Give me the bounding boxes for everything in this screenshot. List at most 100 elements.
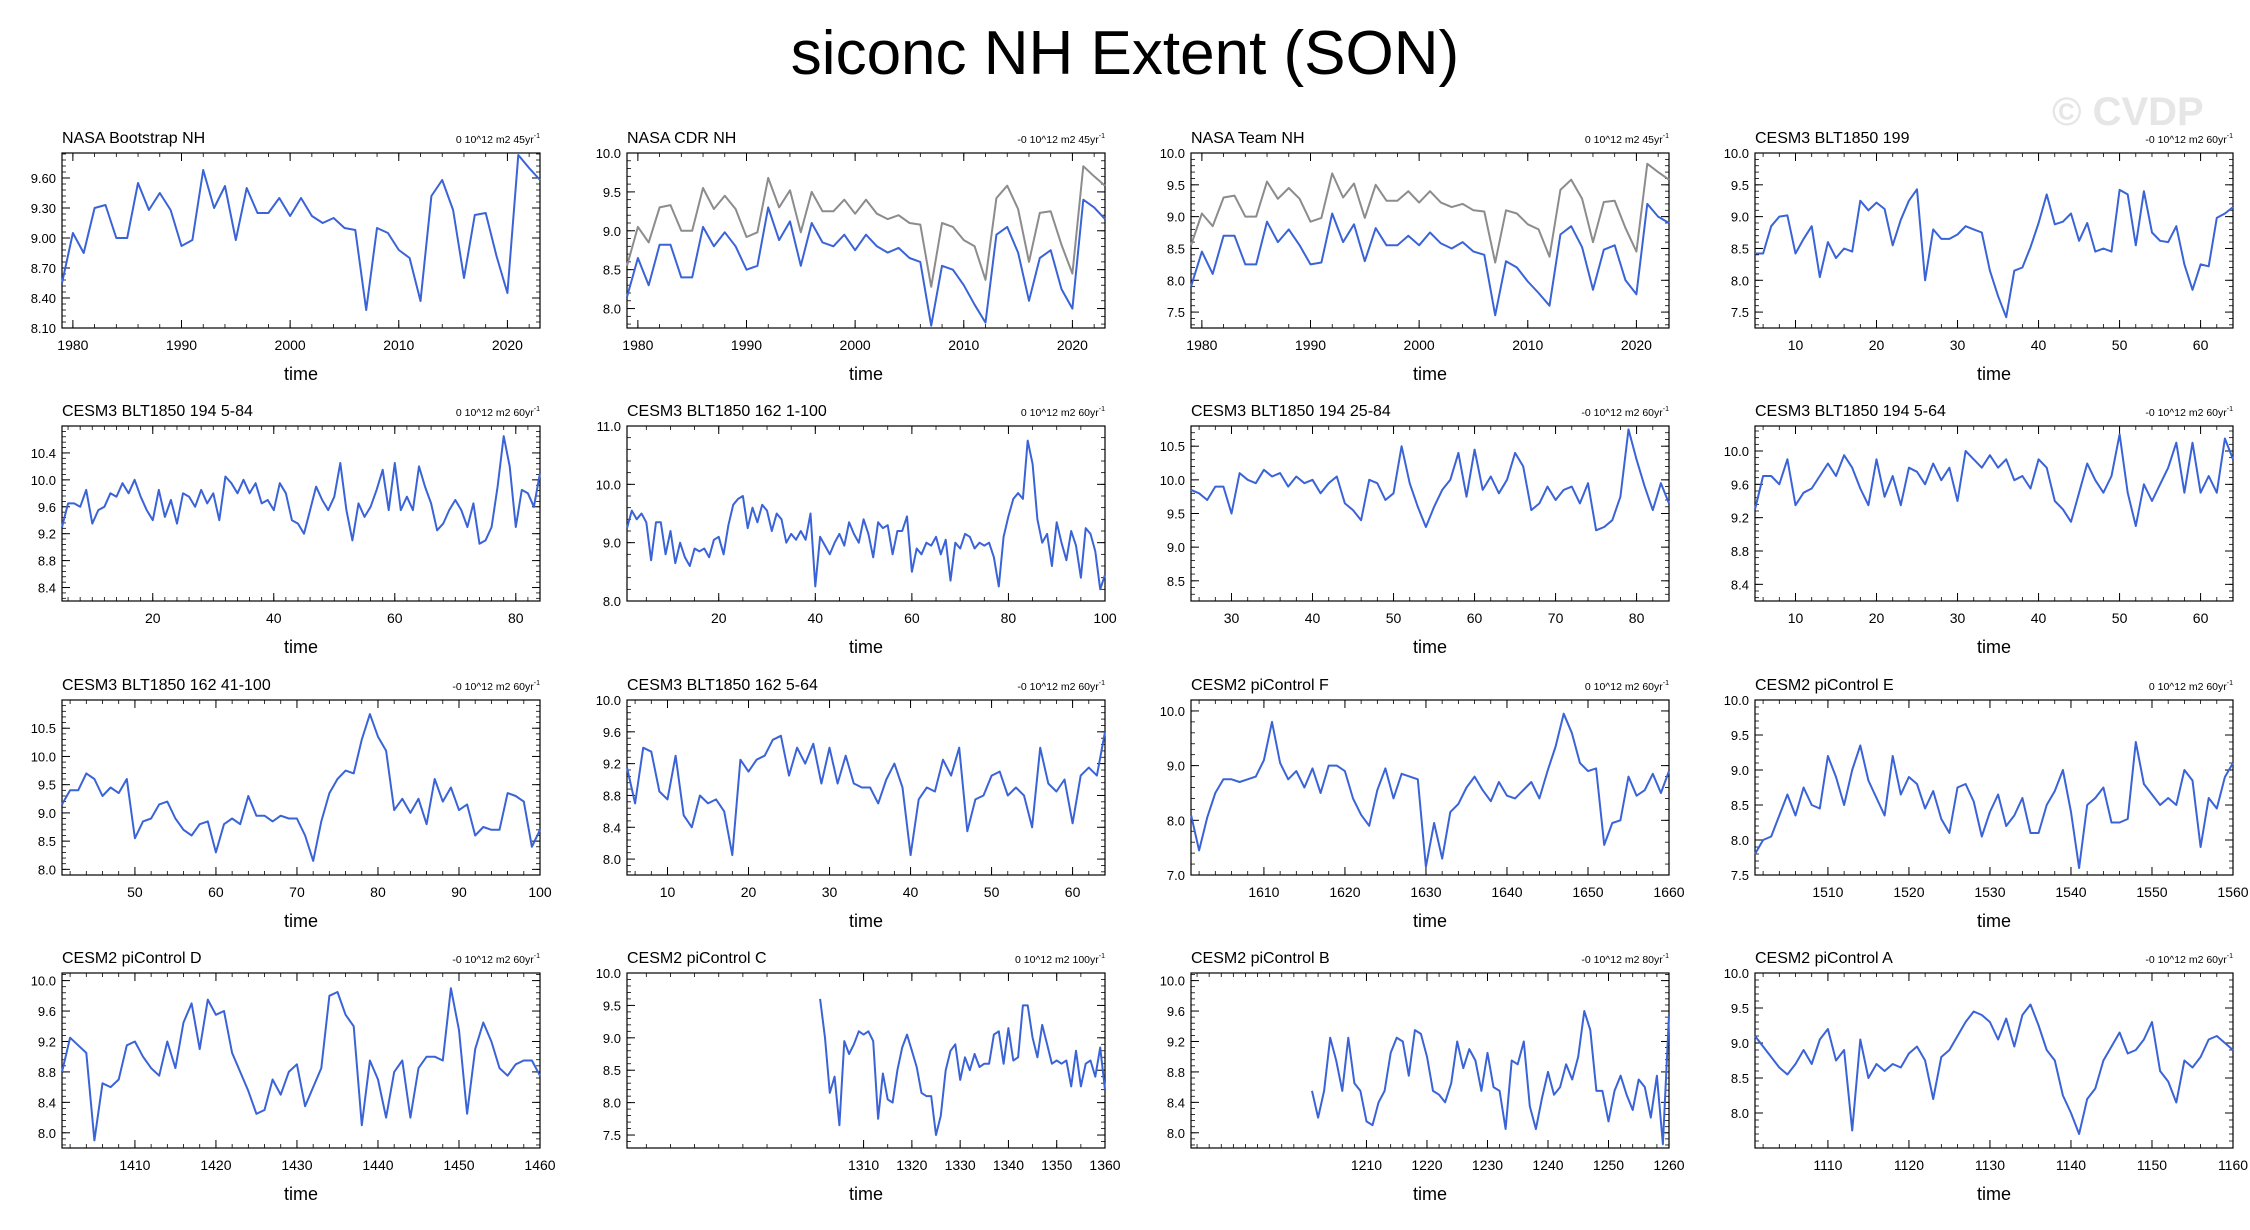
y-tick-label: 7.0 [1167, 868, 1185, 883]
x-tick-label: 1980 [622, 337, 653, 353]
y-tick-label: 9.2 [1167, 1034, 1185, 1049]
x-tick-label: 10 [660, 884, 676, 900]
y-tick-label: 8.0 [1731, 273, 1749, 288]
series-line [1190, 712, 1670, 868]
y-tick-label: 9.0 [1167, 540, 1185, 555]
y-tick-label: 10.0 [596, 693, 621, 708]
series-line [61, 435, 541, 545]
x-tick-label: 40 [903, 884, 919, 900]
x-axis-label: time [849, 911, 883, 931]
y-tick-label: 7.5 [603, 1128, 621, 1143]
x-tick-label: 2020 [1621, 337, 1652, 353]
x-axis-label: time [1413, 637, 1447, 657]
panel-title: CESM3 BLT1850 162 1-100 [627, 403, 827, 420]
plot-frame [626, 972, 1106, 1149]
x-tick-label: 1260 [1653, 1157, 1684, 1173]
x-tick-label: 60 [2193, 610, 2209, 626]
chart-panel: CESM3 BLT1850 194 5-84 0 10^12 m2 60yr-1 t… [31, 403, 541, 657]
y-tick-label: 8.8 [38, 554, 56, 569]
y-tick-label: 9.5 [1731, 728, 1749, 743]
y-tick-label: 10.0 [1724, 966, 1749, 981]
x-tick-label: 1450 [443, 1157, 474, 1173]
y-tick-label: 9.0 [603, 224, 621, 239]
x-tick-label: 1140 [2056, 1157, 2086, 1173]
x-tick-label: 50 [127, 884, 143, 900]
panel-title: CESM2 piControl B [1191, 950, 1330, 967]
y-tick-label: 8.4 [1167, 1095, 1185, 1110]
y-tick-label: 8.10 [31, 321, 56, 336]
panel-title: CESM2 piControl D [62, 950, 202, 967]
x-tick-label: 1230 [1472, 1157, 1503, 1173]
chart-panel: NASA Bootstrap NH 0 10^12 m2 45yr-1 time 19… [31, 130, 541, 384]
y-tick-label: 10.0 [1160, 473, 1185, 488]
x-tick-label: 30 [822, 884, 838, 900]
y-tick-label: 9.00 [31, 231, 56, 246]
y-tick-label: 8.0 [1731, 1106, 1749, 1121]
trend-label: 0 10^12 m2 60yr-1 [456, 406, 540, 419]
x-tick-label: 1540 [2055, 884, 2086, 900]
x-tick-label: 60 [1467, 610, 1483, 626]
series-line [61, 154, 541, 311]
x-tick-label: 40 [1305, 610, 1321, 626]
y-tick-label: 11.0 [597, 419, 621, 434]
y-tick-label: 8.4 [1731, 577, 1749, 592]
x-tick-label: 2010 [383, 337, 414, 353]
x-tick-label: 20 [145, 610, 161, 626]
x-tick-label: 20 [741, 884, 757, 900]
x-tick-label: 30 [1950, 337, 1966, 353]
panel-title: CESM3 BLT1850 162 41-100 [62, 677, 271, 694]
chart-panel: CESM2 piControl F 0 10^12 m2 60yr-1 time 16… [1160, 677, 1685, 931]
x-tick-label: 1240 [1532, 1157, 1563, 1173]
chart-panel: NASA Team NH 0 10^12 m2 45yr-1 time 1980 199… [1160, 130, 1670, 384]
y-tick-label: 10.0 [31, 749, 56, 764]
y-tick-label: 10.5 [31, 721, 56, 736]
x-tick-label: 1980 [57, 337, 88, 353]
plot-frame [1190, 425, 1670, 602]
y-tick-label: 9.0 [603, 1031, 621, 1046]
y-tick-label: 9.2 [38, 527, 56, 542]
x-tick-label: 100 [528, 884, 552, 900]
x-tick-label: 1210 [1351, 1157, 1382, 1173]
panel-title: CESM2 piControl F [1191, 677, 1329, 694]
x-tick-label: 1120 [1894, 1157, 1924, 1173]
x-tick-label: 1160 [2218, 1157, 2248, 1173]
chart-panel: CESM3 BLT1850 194 25-84 -0 10^12 m2 60yr-… [1160, 403, 1670, 657]
y-tick-label: 9.0 [1731, 210, 1749, 225]
y-tick-label: 8.5 [603, 1063, 621, 1078]
series-line [1754, 1003, 2234, 1135]
x-tick-label: 100 [1093, 610, 1117, 626]
x-axis-label: time [284, 1184, 318, 1204]
x-tick-label: 1410 [119, 1157, 150, 1173]
x-tick-label: 80 [370, 884, 386, 900]
x-tick-label: 1550 [2136, 884, 2167, 900]
y-tick-label: 8.5 [1731, 241, 1749, 256]
y-tick-label: 8.5 [603, 263, 621, 278]
x-axis-label: time [284, 364, 318, 384]
x-tick-label: 1130 [1975, 1157, 2005, 1173]
y-tick-label: 8.0 [1167, 813, 1185, 828]
plot-frame [626, 152, 1106, 329]
y-tick-label: 10.0 [1160, 704, 1185, 719]
chart-panel: NASA CDR NH -0 10^12 m2 45yr-1 time 1980 199… [596, 130, 1106, 384]
chart-panel: CESM3 BLT1850 162 41-100 -0 10^12 m2 60yr… [31, 677, 552, 931]
x-tick-label: 1990 [166, 337, 197, 353]
trend-label: -0 10^12 m2 60yr-1 [2145, 406, 2233, 419]
series-line [1190, 428, 1670, 532]
x-axis-label: time [1977, 637, 2011, 657]
x-axis-label: time [1977, 911, 2011, 931]
series-line [1754, 741, 2234, 869]
y-tick-label: 9.2 [1731, 511, 1749, 526]
trend-label: -0 10^12 m2 60yr-1 [452, 953, 540, 966]
chart-panel: CESM3 BLT1850 199 -0 10^12 m2 60yr-1 time 1… [1724, 130, 2234, 384]
x-tick-label: 80 [508, 610, 524, 626]
x-tick-label: 60 [1065, 884, 1081, 900]
series-line [626, 439, 1106, 591]
panel-title: CESM3 BLT1850 194 5-84 [62, 403, 253, 420]
trend-label: 0 10^12 m2 45yr-1 [1585, 133, 1669, 146]
y-tick-label: 10.0 [596, 966, 621, 981]
x-tick-label: 2000 [840, 337, 871, 353]
x-tick-label: 2020 [1057, 337, 1088, 353]
x-tick-label: 80 [1629, 610, 1645, 626]
x-tick-label: 2010 [948, 337, 979, 353]
plot-frame [1754, 699, 2234, 876]
